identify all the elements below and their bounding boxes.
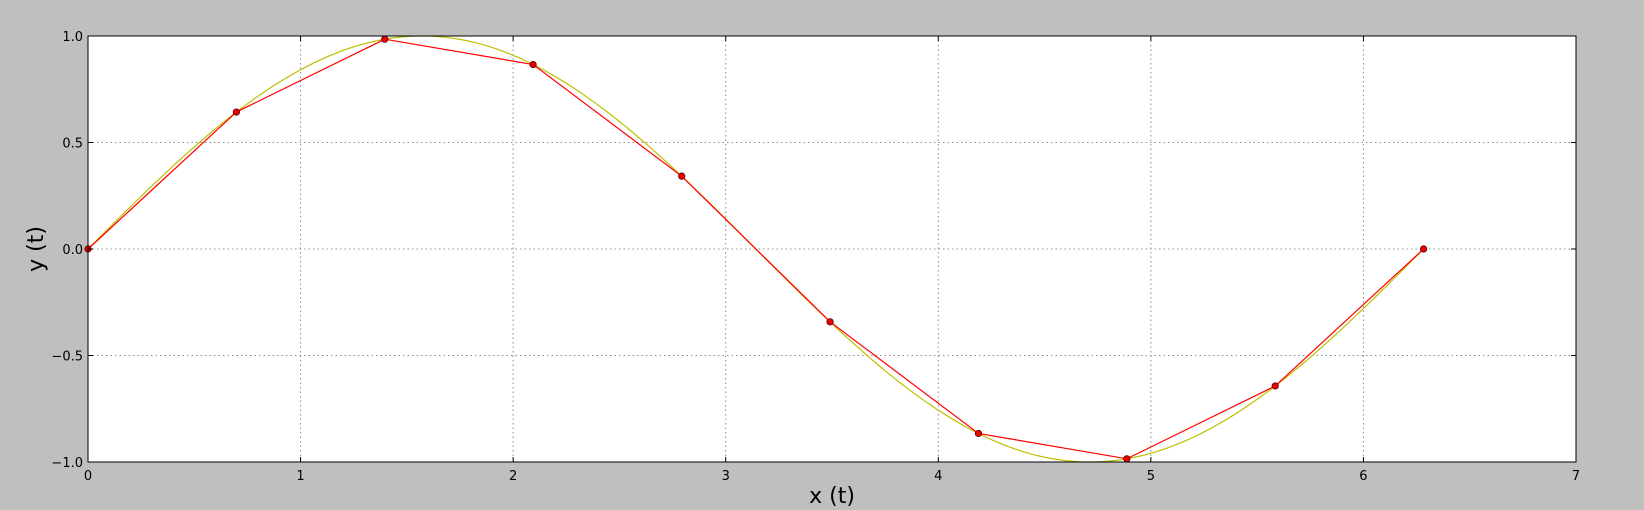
sample-point bbox=[1419, 245, 1428, 253]
x-tick-label: 2 bbox=[509, 469, 517, 484]
x-tick-label: 7 bbox=[1572, 469, 1580, 484]
sample-point bbox=[826, 318, 834, 326]
sample-point bbox=[678, 172, 686, 180]
x-axis-ticks: 0 1 2 3 4 5 6 7 bbox=[84, 36, 1580, 484]
y-tick-label: 1.0 bbox=[62, 30, 83, 45]
x-tick-label: 0 bbox=[84, 469, 92, 484]
y-tick-label: −1.0 bbox=[51, 456, 83, 471]
x-tick-label: 1 bbox=[296, 469, 304, 484]
y-tick-label: 0.5 bbox=[62, 137, 83, 152]
sample-point bbox=[1123, 455, 1131, 463]
sample-point bbox=[1271, 382, 1279, 390]
x-tick-label: 3 bbox=[722, 469, 730, 484]
sample-point bbox=[381, 35, 389, 43]
x-tick-label: 4 bbox=[934, 469, 942, 484]
sample-point bbox=[232, 108, 240, 116]
sample-point bbox=[974, 429, 983, 438]
y-axis-label: y (t) bbox=[24, 226, 49, 272]
sampled-line bbox=[87, 38, 1424, 460]
x-tick-label: 6 bbox=[1359, 469, 1367, 484]
y-axis-ticks: −1.0 −0.5 0.0 0.5 1.0 bbox=[51, 30, 1576, 471]
sample-point bbox=[529, 60, 537, 69]
y-tick-label: 0.0 bbox=[62, 243, 83, 258]
x-axis-label: x (t) bbox=[809, 484, 855, 509]
grid-lines bbox=[88, 36, 1576, 462]
x-tick-label: 5 bbox=[1147, 469, 1155, 484]
y-tick-label: −0.5 bbox=[51, 350, 83, 365]
